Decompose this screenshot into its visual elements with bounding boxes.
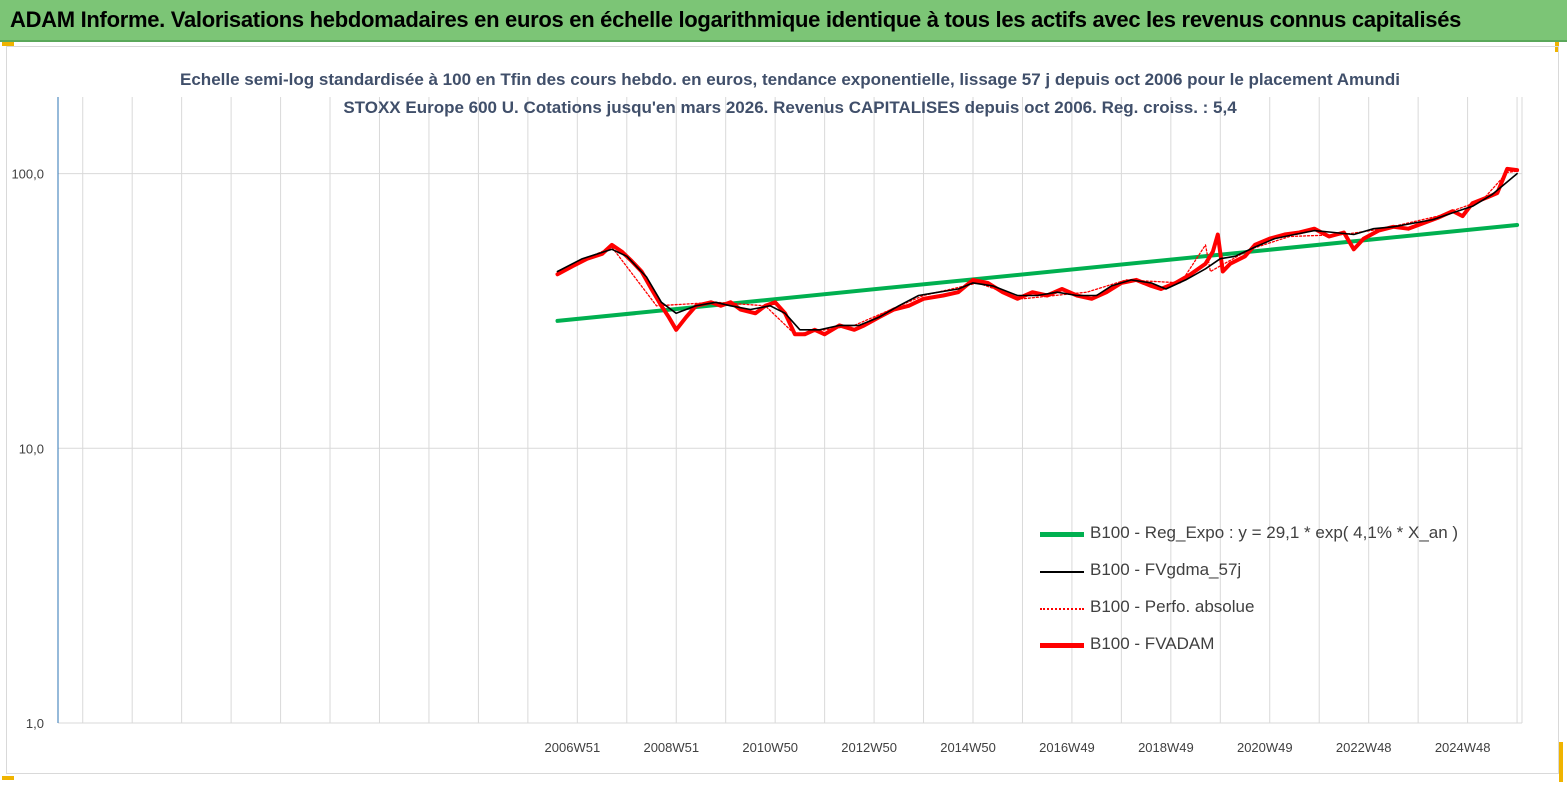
legend-label-perfo: B100 - Perfo. absolue: [1090, 597, 1255, 616]
report-header: ADAM Informe. Valorisations hebdomadaire…: [0, 0, 1567, 42]
legend-label-fvadam: B100 - FVADAM: [1090, 634, 1215, 653]
x-tick-label: 2010W50: [742, 740, 798, 755]
chart-title: Echelle semi-log standardisée à 100 en T…: [180, 70, 1400, 117]
legend-label-reg-expo: B100 - Reg_Expo : y = 29,1 * exp( 4,1% *…: [1090, 523, 1459, 542]
legend-swatch-reg-expo: [1040, 532, 1084, 537]
corner-marker-bottom-left: [2, 776, 14, 780]
x-tick-label: 2008W51: [643, 740, 699, 755]
legend-swatch-perfo: [1040, 608, 1084, 610]
y-tick-label: 10,0: [19, 441, 44, 456]
legend-swatch-fvgdma: [1040, 571, 1084, 573]
corner-marker-top-right: [1555, 42, 1559, 52]
x-tick-label: 2022W48: [1336, 740, 1392, 755]
corner-marker-bottom-right: [1559, 742, 1563, 782]
series-line-3: [555, 166, 1520, 337]
legend-swatch-fvadam: [1040, 643, 1084, 648]
series-line-2: [556, 170, 1518, 335]
legend-label-fvgdma: B100 - FVgdma_57j: [1090, 560, 1242, 579]
y-tick-label: 100,0: [11, 167, 44, 182]
x-tick-label: 2006W51: [545, 740, 601, 755]
report-title: ADAM Informe. Valorisations hebdomadaire…: [10, 7, 1462, 32]
series-line-1: [556, 172, 1518, 331]
corner-marker-top-left: [2, 42, 14, 46]
chart-frame: [6, 46, 1559, 774]
x-tick-label: 2014W50: [940, 740, 996, 755]
x-tick-label: 2012W50: [841, 740, 897, 755]
x-tick-label: 2020W49: [1237, 740, 1293, 755]
x-tick-label: 2016W49: [1039, 740, 1095, 755]
x-tick-label: 2024W48: [1435, 740, 1491, 755]
x-tick-label: 2018W49: [1138, 740, 1194, 755]
y-tick-label: 1,0: [26, 716, 44, 731]
